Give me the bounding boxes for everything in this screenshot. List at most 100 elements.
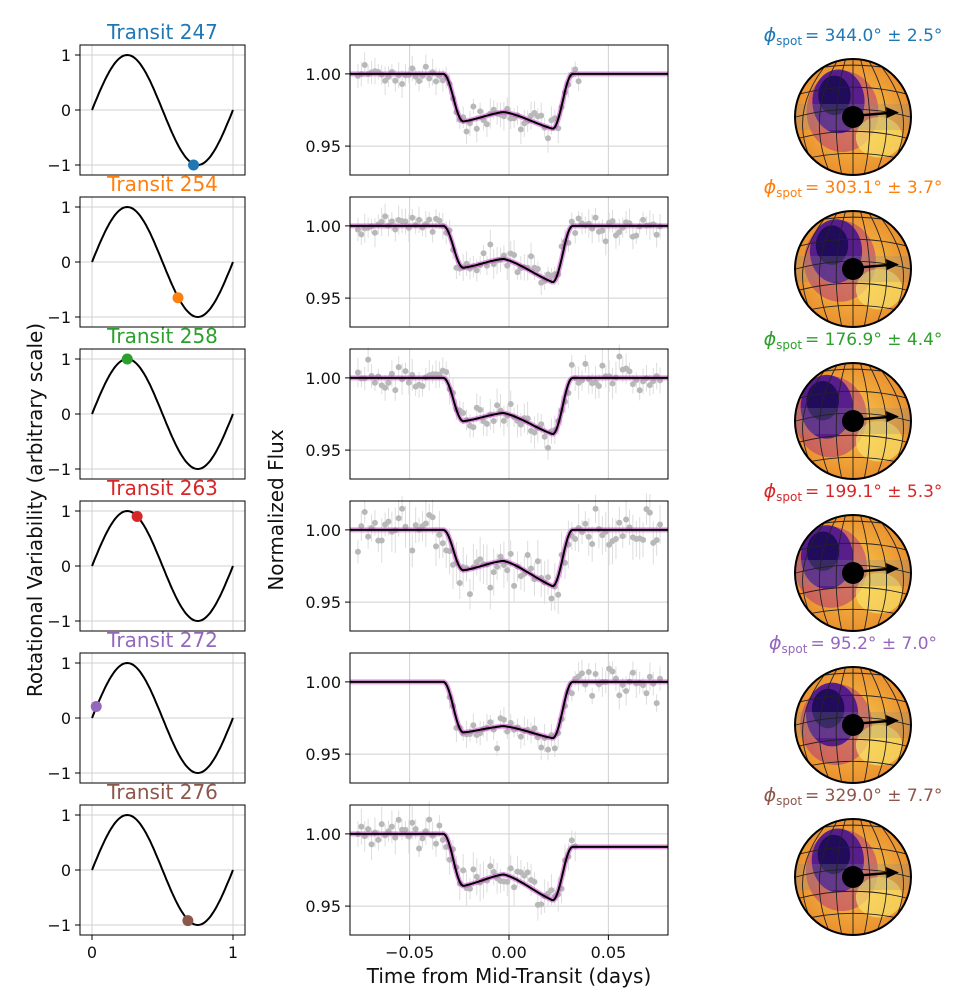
data-point: [378, 537, 385, 544]
ytick-label: 1.00: [305, 673, 341, 692]
data-point: [500, 716, 507, 723]
panel-row: 1 0 −1 Transit 254 1.00 0.95 ϕspot = 303.1° ± 3…: [47, 172, 942, 328]
data-point: [585, 668, 592, 675]
panel-row: 1 0 −1 Transit 272 1.00 0.95 ϕspot = 95.2° ± 7.…: [47, 628, 937, 784]
longitude-line: [835, 59, 847, 175]
data-point: [436, 822, 443, 829]
phase-marker: [131, 511, 143, 522]
data-point: [456, 579, 463, 586]
phi-symbol: ϕ: [764, 784, 777, 806]
data-point: [395, 816, 402, 823]
phase-marker: [182, 915, 194, 927]
phi-symbol: ϕ: [764, 480, 777, 502]
xtick-label: 0.00: [491, 943, 527, 962]
data-point: [623, 688, 630, 695]
ytick-label: 0: [61, 101, 71, 120]
data-point: [572, 230, 579, 237]
data-point: [555, 591, 562, 598]
bright-region: [855, 269, 903, 310]
longitude-line: [867, 667, 888, 783]
data-point: [460, 867, 467, 874]
data-point: [623, 516, 630, 523]
ytick-label: 1: [61, 502, 71, 521]
bright-region: [855, 117, 903, 158]
data-point: [375, 836, 382, 843]
data-point: [480, 250, 487, 257]
spot-value: = 199.1° ± 5.3°: [805, 482, 942, 502]
phi-subscript: spot: [776, 490, 802, 504]
longitude-line: [818, 515, 839, 631]
sine-curve: [91, 205, 234, 319]
data-point: [511, 252, 518, 259]
data-point: [626, 368, 633, 375]
data-point: [402, 218, 409, 225]
panel-row: 1 0 −1 Transit 258 1.00 0.95 ϕspot = 176.9° ± 4…: [47, 324, 942, 480]
arrow-head: [886, 259, 899, 270]
sine-curve: [91, 509, 234, 623]
data-point: [494, 402, 501, 409]
data-point: [371, 379, 378, 386]
data-point: [595, 382, 602, 389]
model-line: [350, 224, 668, 284]
bright-region: [855, 877, 903, 918]
longitude-line: [835, 515, 847, 631]
phi-subscript: spot: [776, 186, 802, 200]
phi-symbol: ϕ: [764, 24, 777, 46]
ytick-label: 0: [61, 405, 71, 424]
data-point: [473, 125, 480, 132]
data-point: [507, 550, 514, 557]
data-point: [629, 669, 636, 676]
data-point: [361, 62, 368, 69]
data-point: [426, 75, 433, 82]
data-point: [507, 865, 514, 872]
data-point: [568, 837, 575, 844]
longitude-line: [859, 819, 871, 935]
longitude-line: [859, 363, 871, 479]
data-point: [575, 215, 582, 222]
longitude-line: [835, 363, 847, 479]
data-point: [612, 536, 619, 543]
longitude-line: [867, 59, 888, 175]
data-point: [487, 584, 494, 591]
xtick-label: 0: [87, 943, 97, 962]
data-point: [385, 518, 392, 525]
spot-value: = 176.9° ± 4.4°: [805, 330, 942, 350]
data-point: [409, 65, 416, 72]
longitude-line: [835, 819, 847, 935]
data-point: [531, 878, 538, 885]
transit-title: Transit 254: [106, 172, 218, 196]
data-point: [551, 745, 558, 752]
data-point: [548, 887, 555, 894]
data-point: [388, 370, 395, 377]
data-point: [504, 728, 511, 735]
data-point: [426, 216, 433, 223]
model-line: [350, 72, 668, 130]
data-point: [378, 218, 385, 225]
data-point: [470, 866, 477, 873]
ytick-label: 0.95: [305, 137, 341, 156]
data-point: [388, 218, 395, 225]
data-point: [575, 78, 582, 85]
arrow-head: [886, 411, 899, 422]
data-point: [545, 444, 552, 451]
arrow-head: [886, 563, 899, 574]
arrow-head: [886, 867, 899, 878]
data-point: [494, 745, 501, 752]
data-point: [422, 520, 429, 527]
data-point: [500, 417, 507, 424]
data-point: [439, 540, 446, 547]
arrow-head: [886, 107, 899, 118]
map-outline: [794, 666, 912, 784]
data-point: [466, 591, 473, 598]
data-point: [653, 537, 660, 544]
panel-row: 1 0 −1 Transit 263 1.00 0.95 ϕspot = 199.1° ± 5…: [47, 476, 942, 632]
data-point: [436, 217, 443, 224]
ytick-label: −1: [47, 764, 71, 783]
longitude-line: [818, 211, 839, 327]
data-point: [643, 690, 650, 697]
ytick-label: 0: [61, 861, 71, 880]
longitude-line: [867, 515, 888, 631]
data-point: [609, 218, 616, 225]
